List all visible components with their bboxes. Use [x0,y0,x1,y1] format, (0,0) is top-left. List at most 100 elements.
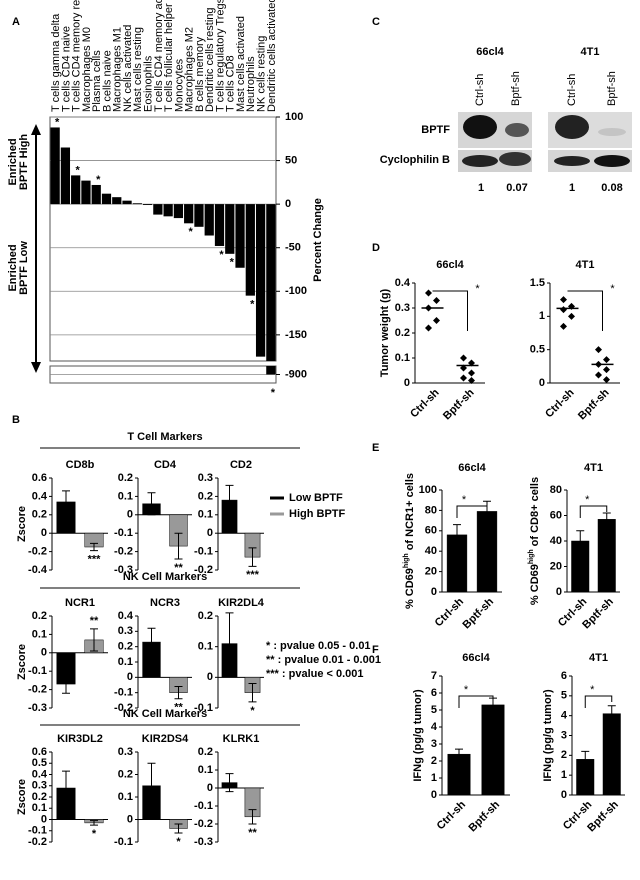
bar [91,184,101,205]
chart-title: CD2 [230,459,252,471]
significance-star: * [76,164,81,176]
chart-title: KIR2DS4 [142,733,189,745]
error-bar [455,748,463,760]
bar [245,204,255,296]
chart-title: CD8b [66,459,95,471]
y-tick-label: 0.1 [32,802,47,814]
error-bar [248,682,257,703]
panel-letter: C [372,16,380,28]
quantification: 1 [569,182,575,194]
significance-star: ** [174,562,183,574]
error-bar [225,612,234,675]
y-axis-label: Zscore [16,644,28,680]
blot-band [499,152,531,166]
significance-star: * [462,494,467,506]
side-label: Enriched [7,244,19,291]
data-point [560,296,567,304]
panel-a-arrow [31,124,41,373]
x-tick-label: Bptf-sh [460,596,496,632]
significance-bracket [567,290,603,331]
error-bar [62,674,70,694]
x-tick-label: Bptf-sh [441,387,477,423]
category-label: T cells regulatory Tregs [214,0,226,112]
chart-title: 66cl4 [436,259,464,271]
significance-star: * [250,705,255,717]
significance-star: * [92,828,97,840]
y-tick-label: 0.4 [32,490,48,502]
category-label: NK cells resting [255,36,267,112]
quantification: 0.07 [506,182,527,194]
panel-letter: B [12,414,20,426]
row-label: BPTF [421,124,450,136]
y-tick-label: 0.5 [530,344,545,356]
data-point [468,377,475,384]
bar [235,204,245,268]
legend-label: High BPTF [289,508,345,520]
bar [112,197,122,205]
significance-star: ** [174,702,183,714]
y-tick-label: 0.2 [198,746,213,758]
y-tick-label: 0 [561,789,567,801]
error-bar [147,762,156,809]
bar [266,204,276,361]
y-tick-label: 0.2 [32,509,47,521]
y-axis-label-superscript: high [528,549,535,564]
arrow-head [31,362,41,373]
category-label: Plasma cells [91,50,103,112]
significance-star: * [464,684,469,696]
blot-band [594,155,630,167]
y-tick-label: 2 [561,749,567,761]
blot-band [462,155,498,167]
y-axis-label: Tumor weight (g) [379,288,391,377]
lane-label: Ctrl-sh [566,74,578,106]
bar [163,204,173,217]
bar [476,511,498,593]
error-bar [90,628,98,652]
y-tick-label: -0.3 [28,702,47,714]
category-label: Macrophages M0 [81,27,93,112]
significance-star: * [176,836,181,848]
y-tick-label: 100 [419,484,437,496]
y-tick-label: -150 [285,329,307,341]
significance-note: ** : pvalue 0.01 - 0.001 [266,654,381,666]
error-bar [174,686,183,700]
western-blot: 66cl4 4T1 Ctrl-sh Bptf-sh Ctrl-sh Bptf-s… [380,46,632,194]
y-tick-label: 4 [561,710,568,722]
significance-star: * [250,299,255,311]
cell-line-label: 66cl4 [476,46,504,58]
x-tick-label: Bptf-sh [466,799,502,835]
blot-band [505,123,529,137]
y-tick-label: -0.1 [114,687,133,699]
blot-band [555,115,589,139]
y-axis-label-part: % CD69 [529,564,541,605]
y-tick-label: 0.1 [395,352,410,364]
bar [225,204,235,254]
bar-continuation [266,366,276,375]
significance-star: * [55,116,60,128]
x-tick-label: Ctrl-sh [435,798,469,832]
y-axis-label-superscript: high [403,553,410,568]
bar [132,203,142,205]
category-label: T cells follicular helper [163,3,175,112]
y-tick-label: 80 [425,504,437,516]
y-tick-label: -0.3 [194,836,213,848]
y-tick-label: 3 [431,738,437,750]
y-tick-label: 0.2 [395,327,410,339]
group-title: NK Cell Markers [123,571,207,583]
y-tick-label: -0.2 [194,818,213,830]
y-tick-label: 0 [127,813,133,825]
side-label: BPTF Low [18,241,30,295]
error-bar [581,750,590,768]
y-tick-label: 0.3 [395,302,410,314]
error-bar [453,524,461,546]
data-point [560,306,567,314]
y-tick-label: -0.2 [28,684,47,696]
bar [255,204,266,357]
bar [184,204,194,224]
lane-label: Ctrl-sh [474,74,486,106]
y-tick-label: 0.1 [198,764,213,776]
chart-title: 4T1 [589,652,608,664]
y-tick-label: -0.1 [28,665,47,677]
bar [71,175,81,205]
bar [122,200,132,205]
